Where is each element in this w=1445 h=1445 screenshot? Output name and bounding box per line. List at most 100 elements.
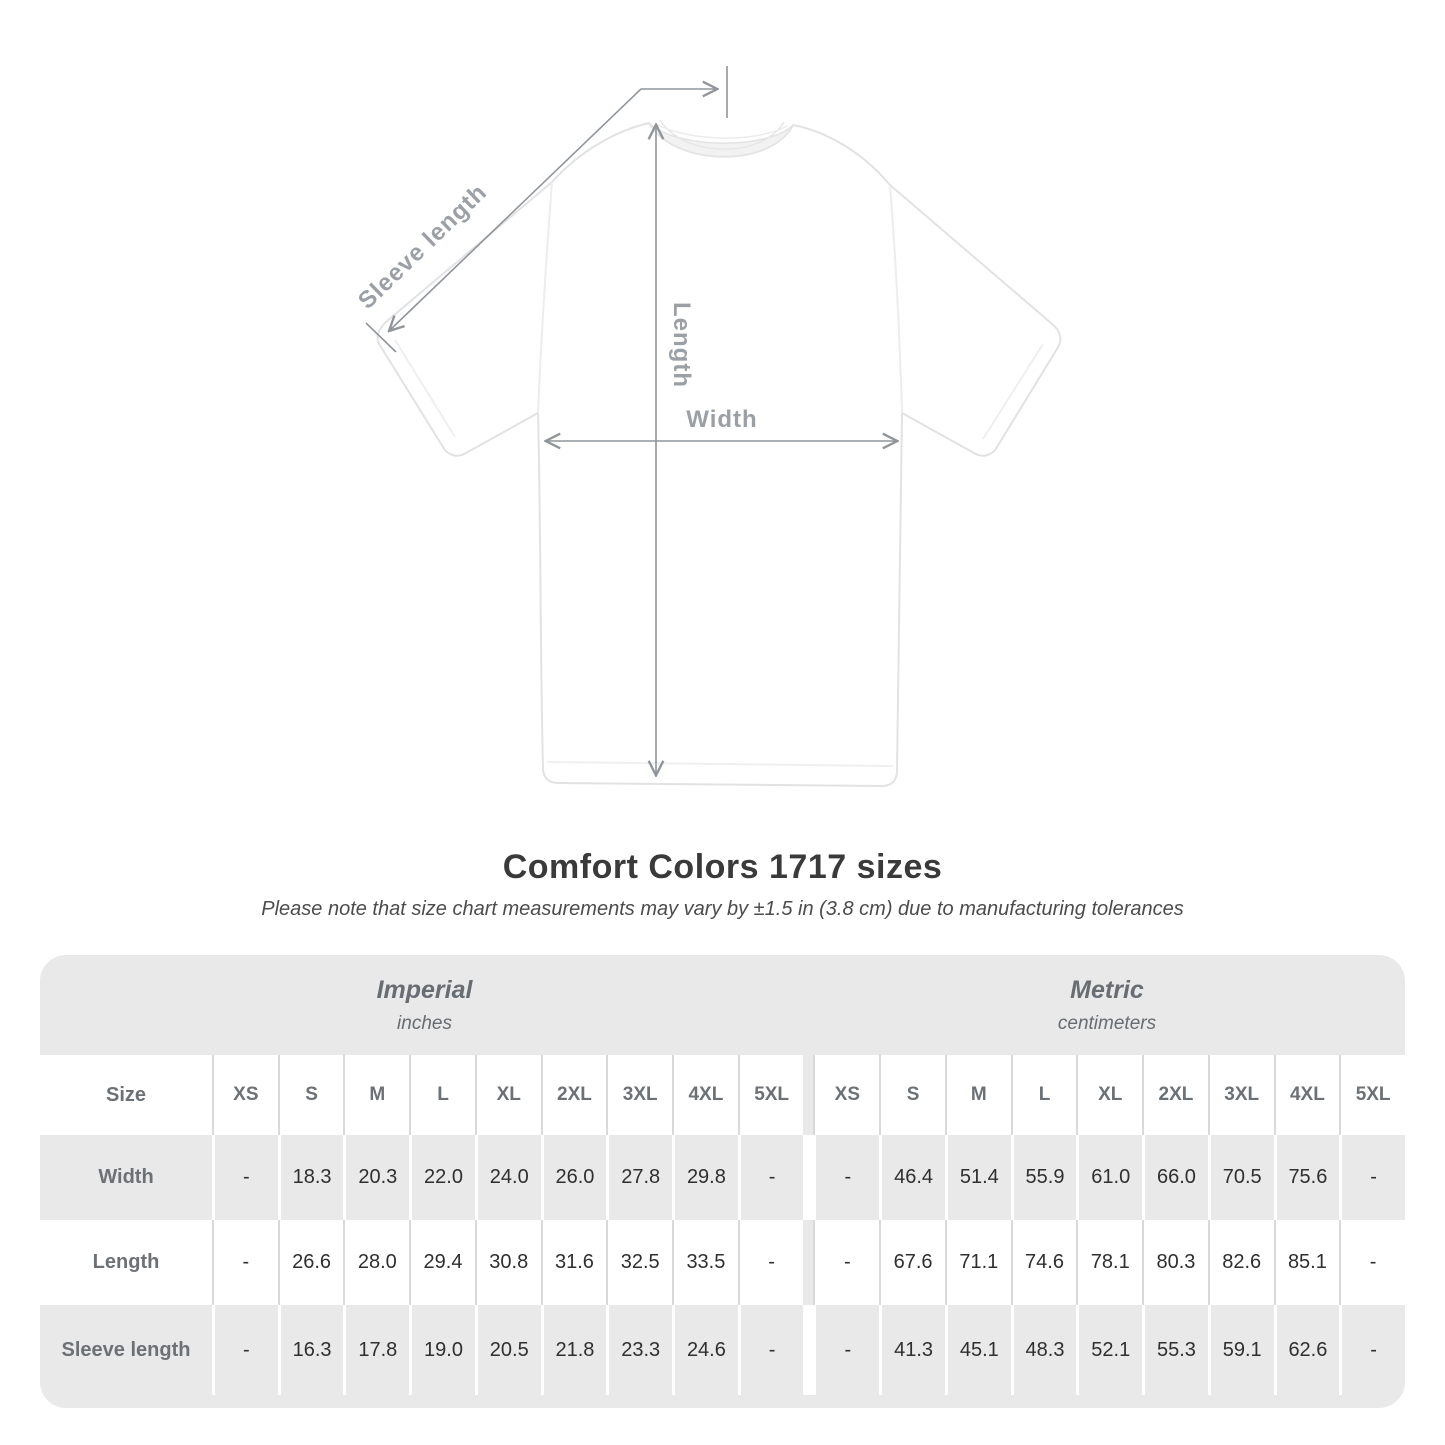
size-value-cell: 48.3 xyxy=(1010,1305,1077,1395)
table-row: Size XS S M L XL 2XL 3XL 4XL 5XL XS S M L XL 2XL 3XL 4XL 5… xyxy=(40,1055,1405,1135)
size-column-header: M xyxy=(343,1055,409,1135)
size-column-header: 5XL xyxy=(1339,1055,1405,1135)
size-column-header: 4XL xyxy=(672,1055,738,1135)
size-value-cell: 16.3 xyxy=(277,1305,344,1395)
size-value-cell: 24.0 xyxy=(474,1135,541,1220)
size-value-cell: - xyxy=(737,1305,804,1395)
size-column-header: XS xyxy=(212,1055,278,1135)
section-divider xyxy=(803,1220,814,1305)
size-value-cell: 85.1 xyxy=(1273,1220,1340,1305)
size-value-cell: 17.8 xyxy=(343,1305,409,1395)
imperial-section-header: Imperial inches xyxy=(40,955,809,1055)
size-value-cell: 24.6 xyxy=(672,1305,738,1395)
size-value-cell: 82.6 xyxy=(1207,1220,1274,1305)
size-column-header: XL xyxy=(1076,1055,1142,1135)
size-value-cell: 26.6 xyxy=(277,1220,344,1305)
size-value-cell: 23.3 xyxy=(606,1305,672,1395)
size-value-cell: 80.3 xyxy=(1142,1220,1208,1305)
size-value-cell: 46.4 xyxy=(879,1135,945,1220)
size-value-cell: 55.9 xyxy=(1010,1135,1077,1220)
tolerance-note: Please note that size chart measurements… xyxy=(261,898,1184,920)
size-value-cell: 51.4 xyxy=(944,1135,1011,1220)
size-value-cell: - xyxy=(737,1135,804,1220)
measurement-row-label: Sleeve length xyxy=(61,1338,191,1361)
size-column-header: 3XL xyxy=(606,1055,672,1135)
table-row: Length -26.6 28.0 29.4 30.8 31.6 32.5 33.5- -67.… xyxy=(40,1220,1405,1305)
size-value-cell: 32.5 xyxy=(606,1220,672,1305)
size-value-cell: 78.1 xyxy=(1076,1220,1142,1305)
size-value-cell: 75.6 xyxy=(1273,1135,1340,1220)
units-band: Imperial inches Metric centimeters xyxy=(40,955,1405,1055)
size-value-cell: - xyxy=(1339,1220,1405,1305)
size-column-header: 5XL xyxy=(737,1055,804,1135)
size-value-cell: 74.6 xyxy=(1010,1220,1077,1305)
size-value-cell: - xyxy=(1339,1305,1405,1395)
length-label: Length xyxy=(668,302,695,388)
size-value-cell: - xyxy=(737,1220,804,1305)
section-divider xyxy=(803,1135,814,1220)
tshirt-illustration xyxy=(376,119,1062,787)
size-value-cell: 55.3 xyxy=(1142,1305,1208,1395)
imperial-unit: inches xyxy=(397,1012,452,1034)
imperial-title: Imperial xyxy=(376,975,473,1004)
section-divider xyxy=(803,1305,814,1395)
size-value-cell: 67.6 xyxy=(879,1220,945,1305)
size-value-cell: 71.1 xyxy=(944,1220,1011,1305)
size-value-cell: 66.0 xyxy=(1142,1135,1208,1220)
table-row: Width -18.3 20.3 22.0 24.0 26.0 27.8 29.8- -46.4… xyxy=(40,1135,1405,1220)
size-value-cell: 20.5 xyxy=(474,1305,541,1395)
size-value-cell: 31.6 xyxy=(540,1220,607,1305)
size-column-header: M xyxy=(944,1055,1011,1135)
size-value-cell: - xyxy=(212,1220,278,1305)
size-value-cell: 30.8 xyxy=(474,1220,541,1305)
size-value-cell: 20.3 xyxy=(343,1135,409,1220)
size-value-cell: 21.8 xyxy=(540,1305,607,1395)
size-value-cell: 59.1 xyxy=(1207,1305,1274,1395)
sleeve-length-arrow xyxy=(365,66,728,353)
table-rows: Size XS S M L XL 2XL 3XL 4XL 5XL XS S M L XL 2XL 3XL 4XL 5… xyxy=(40,1055,1405,1408)
size-column-header: L xyxy=(409,1055,475,1135)
size-value-cell: 27.8 xyxy=(606,1135,672,1220)
size-table: Imperial inches Metric centimeters Size X… xyxy=(40,955,1405,1408)
metric-unit: centimeters xyxy=(1057,1012,1157,1034)
size-value-cell: - xyxy=(813,1220,879,1305)
table-row: Sleeve length -16.3 17.8 19.0 20.5 21.8 23.3 24… xyxy=(40,1305,1405,1395)
size-value-cell: 29.4 xyxy=(409,1220,475,1305)
measurement-row-label: Length xyxy=(92,1251,160,1273)
size-value-cell: 62.6 xyxy=(1273,1305,1340,1395)
size-column-header: 3XL xyxy=(1207,1055,1274,1135)
size-value-cell: 18.3 xyxy=(277,1135,344,1220)
size-value-cell: 19.0 xyxy=(409,1305,475,1395)
size-value-cell: 33.5 xyxy=(672,1220,738,1305)
size-value-cell: 45.1 xyxy=(944,1305,1011,1395)
size-value-cell: 52.1 xyxy=(1076,1305,1142,1395)
size-column-header: L xyxy=(1010,1055,1077,1135)
size-value-cell: 28.0 xyxy=(343,1220,409,1305)
size-column-header: 2XL xyxy=(1142,1055,1208,1135)
page-title: Comfort Colors 1717 sizes xyxy=(502,848,943,886)
size-value-cell: 22.0 xyxy=(409,1135,475,1220)
size-value-cell: 61.0 xyxy=(1076,1135,1142,1220)
size-column-header: S xyxy=(277,1055,344,1135)
size-value-cell: - xyxy=(1339,1135,1405,1220)
section-divider xyxy=(803,1055,814,1135)
size-value-cell: - xyxy=(212,1135,278,1220)
size-value-cell: 41.3 xyxy=(879,1305,945,1395)
size-value-cell: 26.0 xyxy=(540,1135,607,1220)
size-column-header: S xyxy=(879,1055,945,1135)
size-column-header: 4XL xyxy=(1273,1055,1340,1135)
size-row-label: Size xyxy=(105,1083,147,1106)
metric-section-header: Metric centimeters xyxy=(809,955,1405,1055)
width-label: Width xyxy=(686,406,757,433)
size-column-header: XL xyxy=(474,1055,541,1135)
size-value-cell: 29.8 xyxy=(672,1135,738,1220)
size-value-cell: - xyxy=(212,1305,278,1395)
size-value-cell: - xyxy=(813,1135,879,1220)
metric-title: Metric xyxy=(1070,975,1144,1004)
size-value-cell: 70.5 xyxy=(1207,1135,1274,1220)
tshirt-diagram-svg: Sleeve length Length Width xyxy=(353,66,1062,787)
size-value-cell: - xyxy=(813,1305,879,1395)
size-column-header: XS xyxy=(813,1055,879,1135)
tshirt-measurement-diagram: Sleeve length Length Width xyxy=(353,66,1062,787)
